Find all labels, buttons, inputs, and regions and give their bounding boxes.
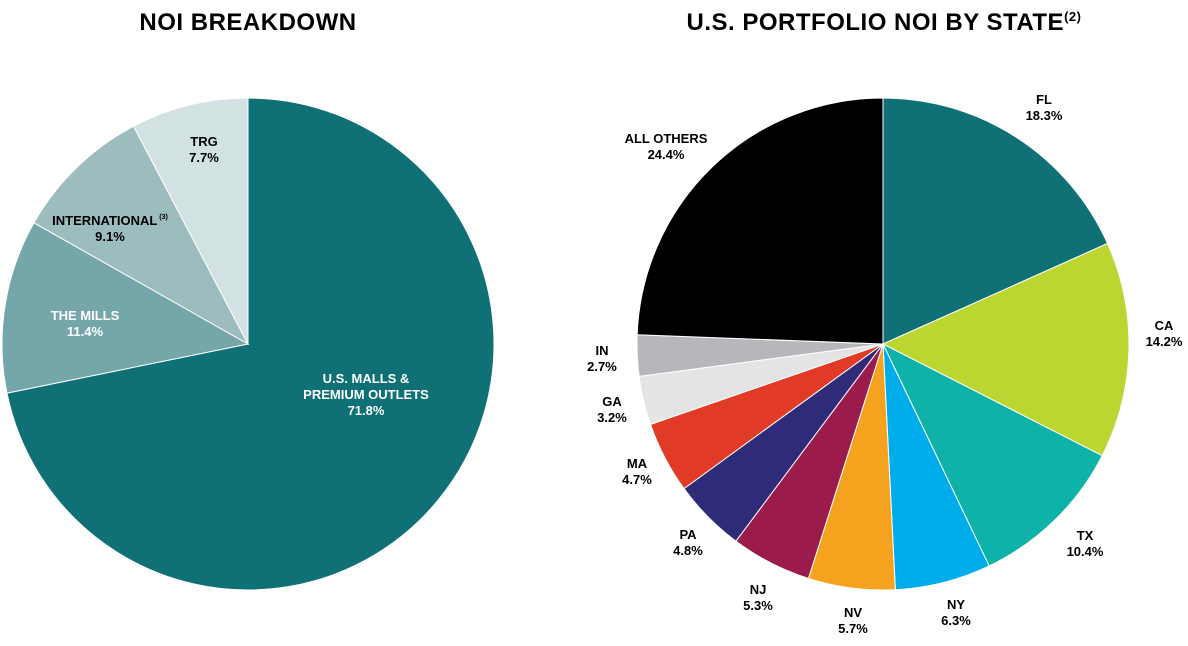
pie-slice-tx bbox=[881, 342, 1103, 567]
slice-value: 6.3% bbox=[941, 613, 971, 628]
slice-value: 2.7% bbox=[587, 359, 617, 374]
slice-name: PREMIUM OUTLETS bbox=[303, 387, 429, 402]
slice-value: 18.3% bbox=[1026, 108, 1063, 123]
pie-slice-fl bbox=[882, 97, 1109, 345]
slice-label-ny: NY 6.3% bbox=[941, 597, 971, 628]
slice-value: 14.2% bbox=[1146, 334, 1183, 349]
noi-by-state-title-footnote: (2) bbox=[1064, 9, 1081, 24]
slice-value: 11.4% bbox=[67, 324, 104, 339]
slice-name: INTERNATIONAL bbox=[52, 213, 157, 228]
slice-value: 4.8% bbox=[673, 543, 703, 558]
slice-name: IN bbox=[596, 343, 609, 358]
noi-by-state-title-text: U.S. PORTFOLIO NOI BY STATE bbox=[687, 9, 1065, 36]
slice-label-nj: NJ 5.3% bbox=[743, 582, 773, 613]
slice-name: TRG bbox=[190, 134, 217, 149]
slice-label-nv: NV 5.7% bbox=[838, 605, 868, 636]
slice-value: 10.4% bbox=[1067, 544, 1104, 559]
slice-label-pa: PA 4.8% bbox=[673, 527, 703, 558]
slice-name: CA bbox=[1155, 318, 1174, 333]
slice-value: 9.1% bbox=[95, 229, 125, 244]
slice-value: 5.7% bbox=[838, 621, 868, 636]
pie-slice-trg bbox=[132, 97, 249, 345]
slice-value: 7.7% bbox=[189, 150, 219, 165]
slice-label-u-s-malls-premium-outlets: U.S. MALLS & PREMIUM OUTLETS 71.8% bbox=[303, 371, 429, 418]
slice-label-ca: CA 14.2% bbox=[1146, 318, 1183, 349]
slice-footnote: (3) bbox=[157, 214, 168, 221]
noi-breakdown-title: NOI BREAKDOWN bbox=[139, 9, 356, 36]
slice-value: 4.7% bbox=[622, 472, 652, 487]
slice-name: FL bbox=[1036, 92, 1052, 107]
slice-value: 24.4% bbox=[648, 147, 685, 162]
noi-by-state-labels: FL 18.3% CA 14.2% TX 10.4% NY 6.3% NV 5.7% NJ 5.3% P… bbox=[587, 92, 1183, 636]
slice-value: 3.2% bbox=[597, 410, 627, 425]
pie-slice-the-mills bbox=[1, 222, 250, 394]
pie-slice-ca bbox=[881, 242, 1130, 457]
pie-slice-all-others bbox=[636, 97, 884, 345]
slice-name: U.S. MALLS & bbox=[323, 371, 410, 386]
slice-name: THE MILLS bbox=[51, 308, 120, 323]
slice-name: MA bbox=[627, 456, 648, 471]
noi-breakdown-chart: NOI BREAKDOWN U.S. MALLS & PREMIUM OUTLET… bbox=[1, 9, 495, 591]
slice-name: PA bbox=[679, 527, 697, 542]
slice-name: ALL OTHERS bbox=[625, 131, 708, 146]
slice-name: TX bbox=[1077, 528, 1094, 543]
slice-label-trg: TRG 7.7% bbox=[189, 134, 219, 165]
slice-label-international: INTERNATIONAL (3) 9.1% bbox=[52, 213, 168, 244]
slice-value: 5.3% bbox=[743, 598, 773, 613]
pie-slice-international bbox=[33, 125, 250, 346]
pie-slice-u-s-malls-premium-outlets bbox=[6, 97, 495, 591]
noi-by-state-chart: U.S. PORTFOLIO NOI BY STATE(2) FL 18.3% CA… bbox=[587, 9, 1183, 636]
slice-name: NJ bbox=[750, 582, 767, 597]
slice-name: NY bbox=[947, 597, 965, 612]
slice-label-ma: MA 4.7% bbox=[622, 456, 652, 487]
slice-label-tx: TX 10.4% bbox=[1067, 528, 1104, 559]
noi-by-state-slices bbox=[636, 97, 1130, 591]
slice-name: GA bbox=[602, 394, 622, 409]
slice-label-fl: FL 18.3% bbox=[1026, 92, 1063, 123]
slice-label-the-mills: THE MILLS 11.4% bbox=[51, 308, 120, 339]
noi-by-state-title: U.S. PORTFOLIO NOI BY STATE(2) bbox=[687, 9, 1082, 36]
slice-name: NV bbox=[844, 605, 862, 620]
slice-value: 71.8% bbox=[348, 403, 385, 418]
slice-label-in: IN 2.7% bbox=[587, 343, 617, 374]
noi-breakdown-slices bbox=[1, 97, 495, 591]
noi-breakdown-labels: U.S. MALLS & PREMIUM OUTLETS 71.8% THE MILL… bbox=[51, 134, 429, 418]
slice-label-all-others: ALL OTHERS 24.4% bbox=[625, 131, 708, 162]
slice-label-ga: GA 3.2% bbox=[597, 394, 627, 425]
